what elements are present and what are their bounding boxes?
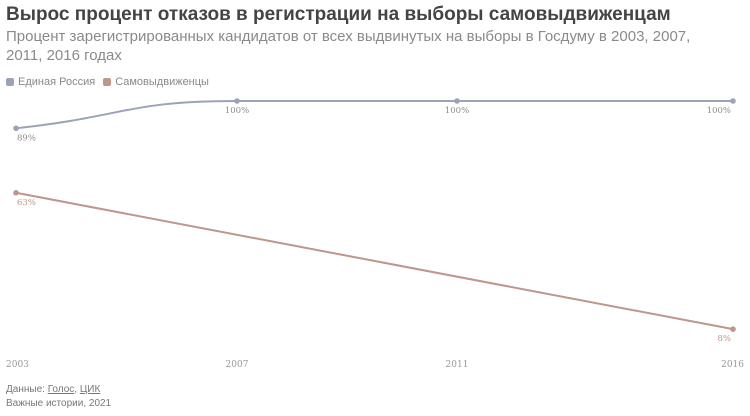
data-label-0-2: 100%: [445, 106, 469, 116]
source-note: Данные: Голос, ЦИК Важные истории, 2021: [6, 383, 111, 411]
data-point-1-0: [13, 189, 19, 196]
x-tick-label-2: 2011: [446, 360, 469, 370]
x-tick-label-3: 2016: [721, 360, 744, 370]
data-label-0-0: 89%: [17, 133, 36, 143]
data-point-0-3: [730, 98, 736, 104]
x-tick-label-1: 2007: [226, 360, 249, 370]
source-prefix: Данные:: [6, 384, 48, 395]
chart-subtitle: Процент зарегистрированных кандидатов от…: [6, 28, 691, 64]
series-line-1: [15, 191, 734, 331]
series-line-0: [15, 100, 733, 130]
data-label-1-3: 8%: [718, 334, 732, 344]
data-label-0-3: 100%: [707, 106, 731, 116]
data-point-0-0: [13, 125, 19, 132]
legend-label-er: Единая Россия: [18, 76, 96, 88]
legend-item-self: Самовыдвиженцы: [103, 76, 209, 88]
chart-title: Вырос процент отказов в регистрации на в…: [6, 4, 671, 25]
data-label-1-0: 63%: [17, 198, 36, 208]
legend-label-self: Самовыдвиженцы: [115, 76, 209, 88]
legend-swatch-self: [103, 78, 112, 86]
data-point-0-1: [234, 98, 240, 104]
x-tick-label-0: 2003: [6, 360, 29, 370]
legend: Единая Россия Самовыдвиженцы: [6, 76, 209, 88]
legend-swatch-er: [6, 78, 14, 86]
source-separator: ,: [74, 384, 80, 395]
legend-item-er: Единая Россия: [6, 76, 95, 88]
data-label-0-1: 100%: [225, 106, 249, 116]
source-link-cik[interactable]: ЦИК: [79, 384, 101, 395]
source-credit: Важные истории, 2021: [6, 398, 112, 409]
line-chart: 89% 100% 100% 100% 63% 8% 2003 2007 2011 2016: [6, 98, 744, 370]
data-point-0-2: [454, 98, 460, 104]
source-link-golos[interactable]: Голос: [47, 384, 75, 395]
data-point-1-3: [730, 326, 736, 332]
